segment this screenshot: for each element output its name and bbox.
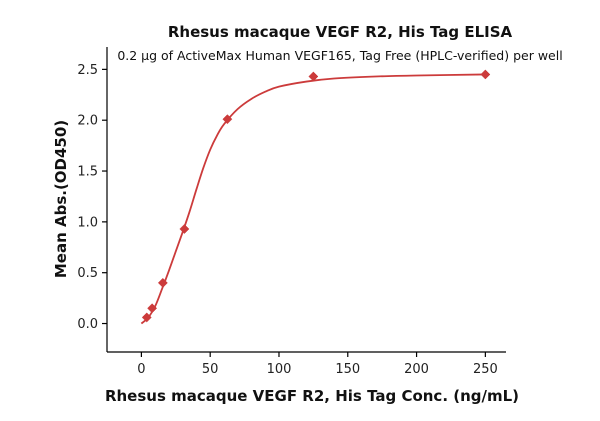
x-tick-label: 100 (267, 362, 292, 377)
data-point-marker (141, 312, 152, 323)
data-points (141, 69, 491, 323)
y-axis-title: Mean Abs.(OD450) (52, 120, 70, 278)
x-axis-title: Rhesus macaque VEGF R2, His Tag Conc. (n… (105, 387, 519, 405)
fit-curve-group (140, 73, 486, 325)
data-point-marker (222, 114, 233, 125)
fit-curve (140, 73, 486, 325)
y-tick-label: 0.0 (77, 317, 98, 332)
x-tick-label: 150 (335, 362, 360, 377)
chart-subtitle: 0.2 μg of ActiveMax Human VEGF165, Tag F… (117, 48, 562, 63)
x-tick-label: 0 (137, 362, 145, 377)
data-point-marker (157, 277, 168, 288)
ticks: 0 50 100 150 200 250 0.0 0.5 1.0 1.5 2.0 2.5 (77, 63, 497, 377)
x-tick-label: 200 (404, 362, 429, 377)
data-point-marker (308, 71, 319, 82)
y-tick-label: 1.0 (77, 215, 98, 230)
chart-title: Rhesus macaque VEGF R2, His Tag ELISA (168, 23, 513, 41)
y-tick-label: 1.5 (77, 165, 98, 180)
x-tick-label: 250 (473, 362, 498, 377)
y-tick-label: 2.0 (77, 114, 98, 129)
axes (106, 47, 506, 353)
data-point-marker (179, 224, 190, 234)
y-tick-label: 2.5 (77, 63, 98, 78)
y-tick-label: 0.5 (77, 266, 98, 281)
x-tick-label: 50 (202, 362, 219, 377)
data-point-marker (147, 303, 158, 314)
data-point-marker (480, 69, 491, 80)
